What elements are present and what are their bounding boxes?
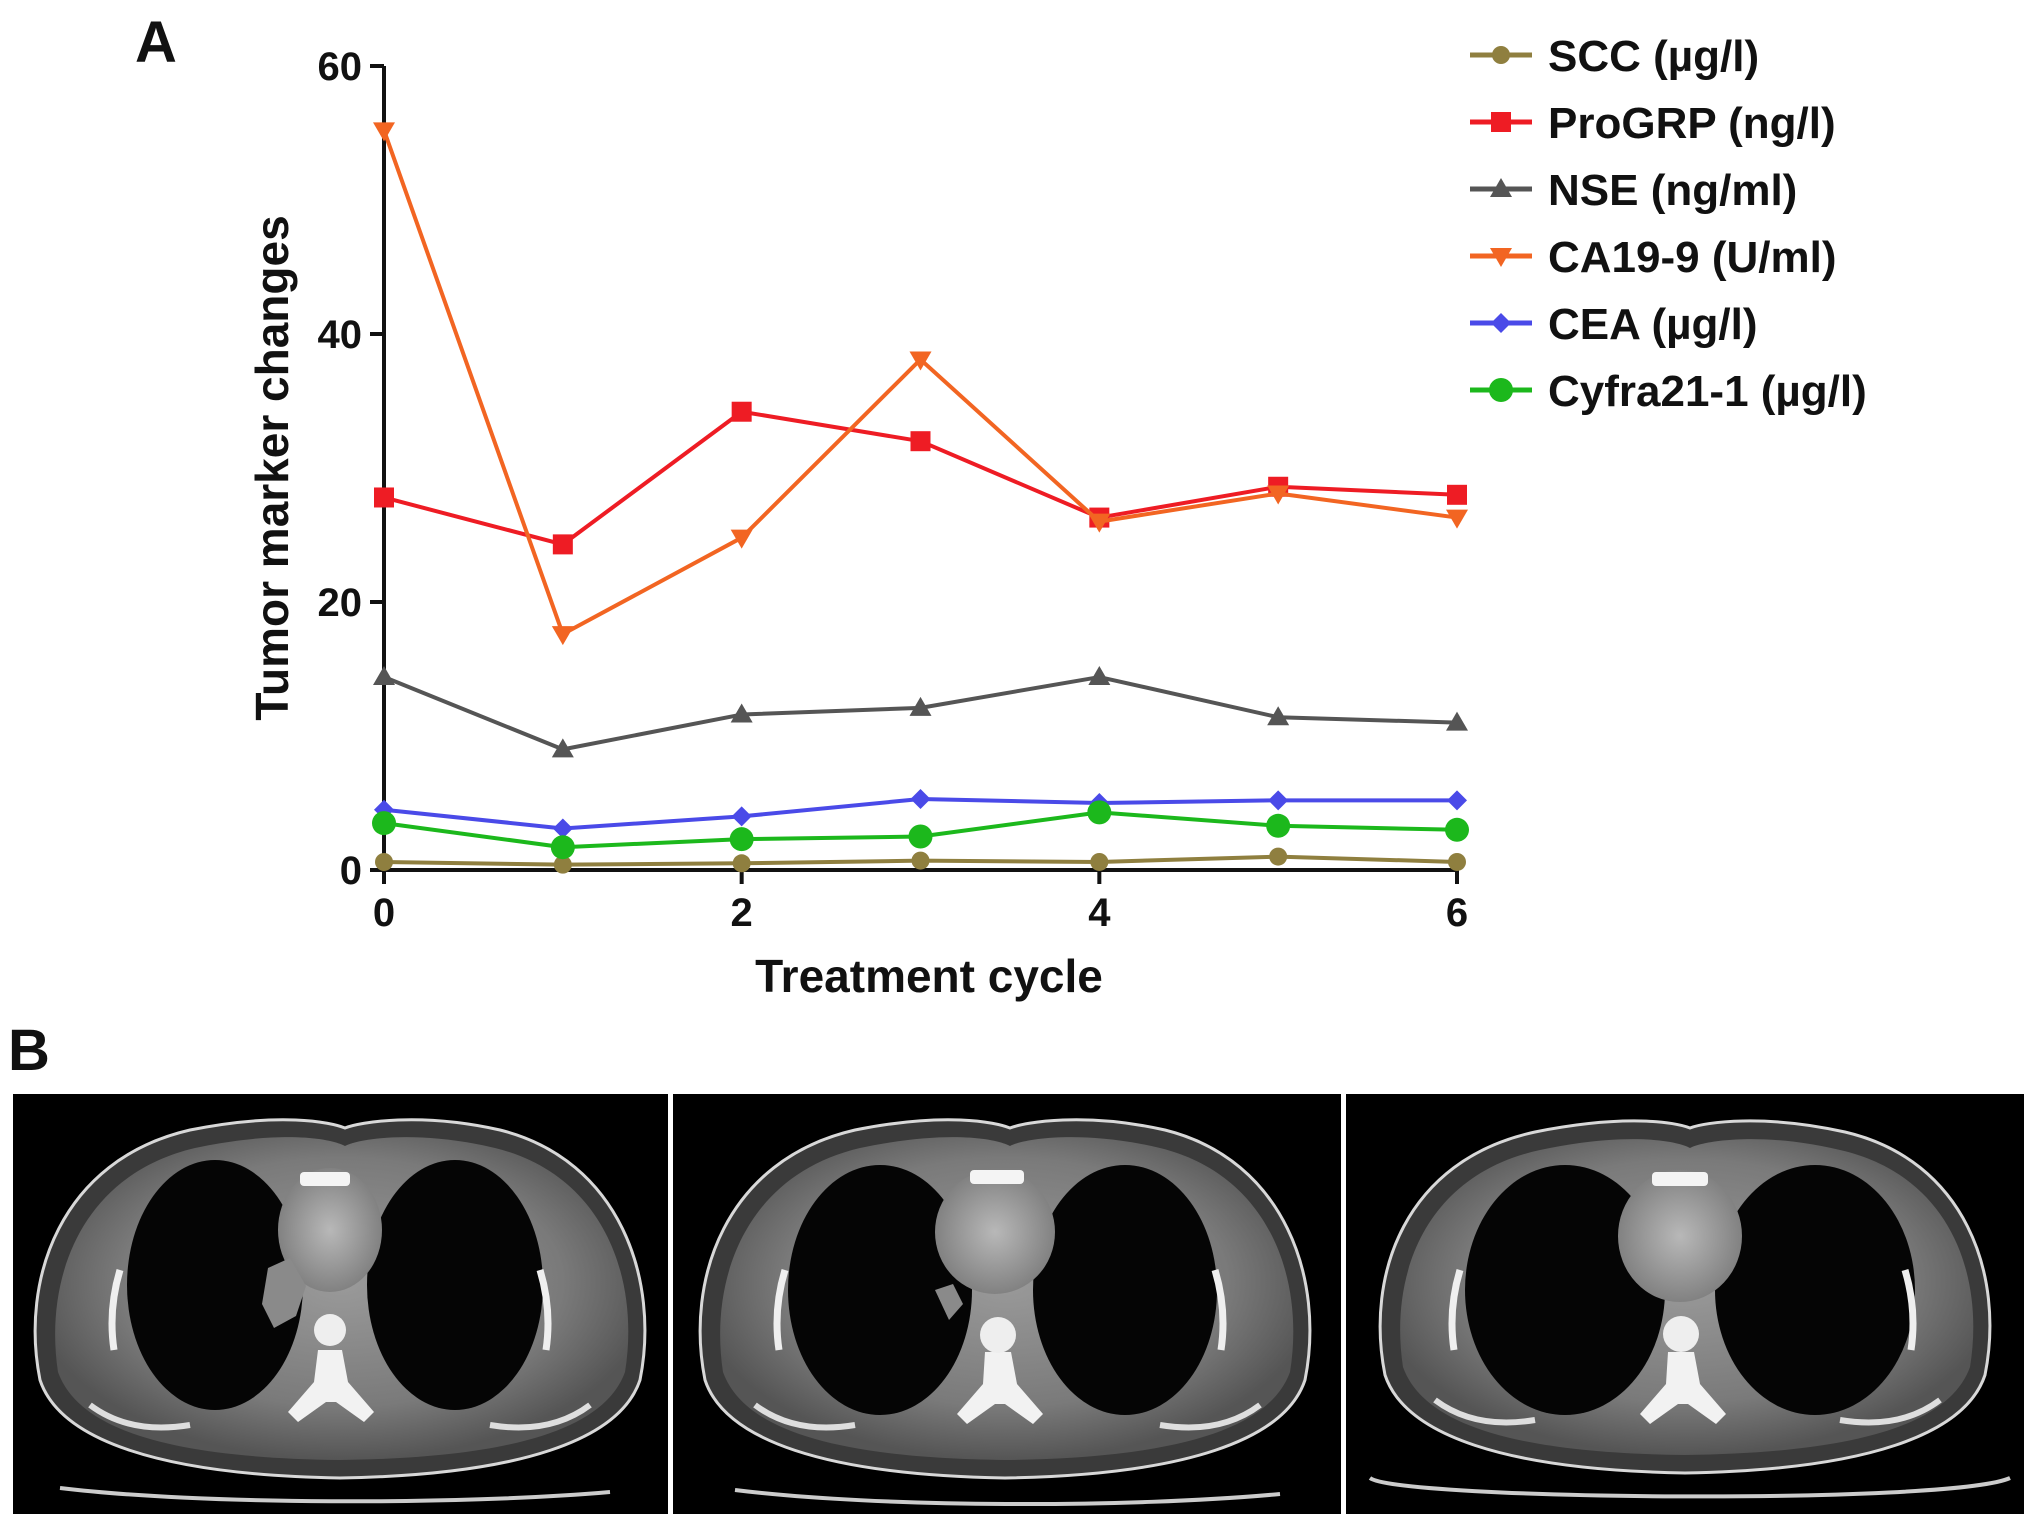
series-line — [382, 129, 1458, 637]
legend-label: Cyfra21-1 (µg/l) — [1548, 367, 1867, 416]
series-2 — [373, 666, 1468, 758]
series-0 — [375, 847, 1466, 874]
ct-image-strip — [13, 1094, 2024, 1514]
x-tick-label: 0 — [373, 891, 395, 935]
data-point — [1446, 509, 1468, 529]
data-point — [1447, 484, 1467, 505]
legend-item: CEA (µg/l) — [1470, 300, 1757, 349]
panel-b-label: B — [8, 1018, 50, 1083]
legend-label: CA19-9 (U/ml) — [1548, 233, 1837, 282]
y-tick-label: 0 — [340, 849, 362, 893]
data-point — [1087, 800, 1112, 825]
x-tick-label: 2 — [731, 891, 753, 935]
legend-swatch-marker — [1490, 248, 1512, 267]
data-point — [730, 703, 753, 723]
legend-label: SCC (µg/l) — [1548, 32, 1759, 81]
data-point — [373, 122, 395, 142]
data-point — [1269, 847, 1288, 866]
data-point — [1445, 817, 1469, 842]
ct-scan-1 — [13, 1094, 668, 1514]
y-ticks: 0 20 40 60 — [318, 45, 384, 893]
data-point — [1268, 790, 1289, 811]
data-point — [1088, 666, 1111, 686]
series-5 — [372, 800, 1469, 860]
legend-item: SCC (µg/l) — [1470, 32, 1759, 81]
data-point — [552, 818, 573, 839]
series-3 — [373, 122, 1468, 646]
data-point — [730, 529, 753, 549]
x-axis-title: Treatment cycle — [755, 950, 1103, 1002]
legend-swatch-marker — [1491, 112, 1511, 132]
data-point — [551, 626, 574, 646]
data-point — [1446, 711, 1468, 731]
y-tick-label: 40 — [318, 313, 363, 357]
data-point — [731, 401, 752, 422]
data-point — [1090, 852, 1109, 871]
data-point — [910, 431, 931, 452]
ct-scan-3 — [1346, 1094, 2024, 1514]
data-point — [553, 855, 572, 874]
chart-axes — [382, 66, 1457, 872]
y-axis-title: Tumor marker changes — [246, 215, 298, 720]
series-layer — [372, 122, 1469, 874]
line-chart: 0 20 40 60 0 2 4 6 Treatment cycle Tumor marke… — [246, 32, 1867, 1002]
chart-legend: SCC (µg/l) ProGRP (ng/l) NSE (ng/ml) CA19-9… — [1470, 32, 1867, 416]
data-point — [911, 851, 930, 870]
legend-item: ProGRP (ng/l) — [1470, 99, 1836, 148]
panel-a-label: A — [135, 10, 177, 75]
legend-label: ProGRP (ng/l) — [1548, 99, 1836, 148]
data-point — [909, 351, 932, 371]
data-point — [731, 806, 752, 827]
legend-swatch-marker — [1490, 178, 1512, 197]
y-tick-label: 60 — [318, 45, 363, 89]
series-1 — [374, 401, 1467, 555]
legend-item: CA19-9 (U/ml) — [1470, 233, 1837, 282]
data-point — [552, 534, 573, 555]
data-point — [908, 824, 933, 849]
data-point — [1267, 485, 1290, 505]
y-tick-label: 20 — [318, 581, 363, 625]
legend-item: Cyfra21-1 (µg/l) — [1470, 367, 1867, 416]
data-point — [551, 738, 574, 758]
data-point — [909, 696, 932, 716]
data-point — [372, 811, 396, 836]
data-point — [375, 852, 393, 871]
data-point — [1447, 790, 1467, 811]
legend-swatch-marker — [1489, 378, 1513, 402]
legend-label: CEA (µg/l) — [1548, 300, 1757, 349]
x-tick-label: 4 — [1088, 891, 1111, 935]
data-point — [550, 835, 575, 860]
data-point — [1267, 706, 1290, 726]
data-point — [1448, 852, 1466, 871]
data-point — [729, 827, 754, 852]
data-point — [373, 666, 395, 686]
data-point — [1266, 813, 1291, 838]
data-point — [910, 788, 931, 809]
legend-item: NSE (ng/ml) — [1470, 166, 1797, 215]
legend-swatch-marker — [1492, 46, 1510, 64]
data-point — [1088, 513, 1111, 533]
ct-scan-2 — [673, 1094, 1341, 1514]
legend-label: NSE (ng/ml) — [1548, 166, 1797, 215]
legend-swatch-marker — [1491, 313, 1511, 333]
data-point — [732, 854, 751, 873]
x-ticks: 0 2 4 6 — [373, 870, 1468, 935]
x-tick-label: 6 — [1446, 891, 1468, 935]
data-point — [374, 487, 394, 508]
